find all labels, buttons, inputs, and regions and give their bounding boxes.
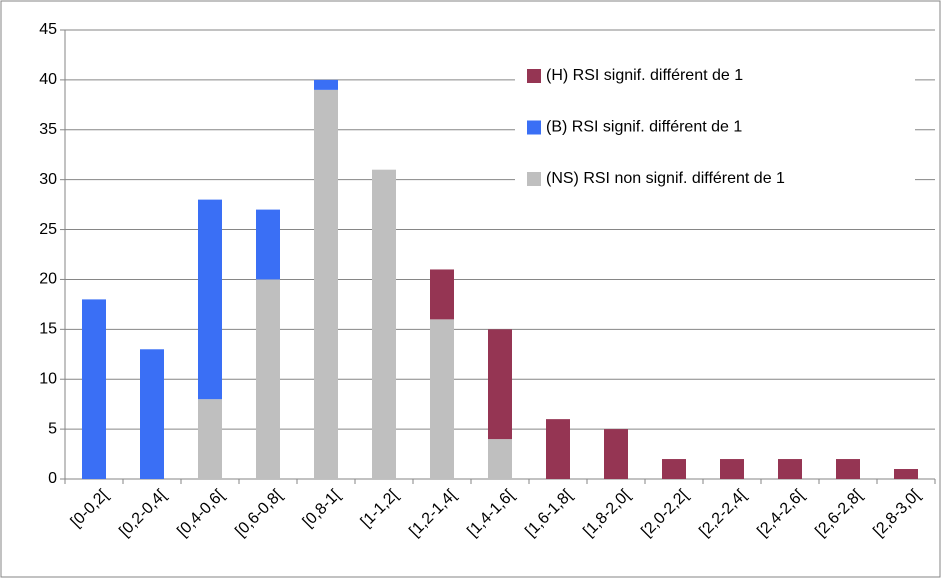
legend-label: (B) RSI signif. différent de 1 xyxy=(546,119,742,136)
legend-label: (H) RSI signif. différent de 1 xyxy=(546,67,743,84)
bar-segment xyxy=(836,459,860,479)
y-tick-label: 20 xyxy=(39,271,57,288)
bar-segment xyxy=(488,329,512,440)
y-tick-label: 0 xyxy=(48,470,57,487)
bar-segment xyxy=(488,439,512,479)
bar-segment xyxy=(430,269,454,320)
bar-segment xyxy=(430,319,454,479)
y-tick-label: 35 xyxy=(39,121,57,138)
y-tick-label: 40 xyxy=(39,71,57,88)
bar-segment xyxy=(546,419,570,479)
bar-segment xyxy=(720,459,744,479)
bar-segment xyxy=(256,209,280,280)
y-tick-label: 5 xyxy=(48,420,57,437)
y-tick-label: 15 xyxy=(39,321,57,338)
legend-swatch xyxy=(527,172,541,186)
y-tick-label: 45 xyxy=(39,21,57,38)
bar-segment xyxy=(894,469,918,479)
bar-segment xyxy=(82,299,106,479)
legend-label: (NS) RSI non signif. différent de 1 xyxy=(546,170,785,187)
bar-segment xyxy=(778,459,802,479)
bar-segment xyxy=(314,79,338,90)
bar-segment xyxy=(140,349,164,479)
y-tick-label: 10 xyxy=(39,370,57,387)
legend-box xyxy=(515,58,915,198)
bar-segment xyxy=(198,399,222,479)
bar-segment xyxy=(662,459,686,479)
y-tick-label: 25 xyxy=(39,221,57,238)
bar-segment xyxy=(314,89,338,479)
legend-swatch xyxy=(527,120,541,135)
bar-segment xyxy=(604,429,628,479)
bar-segment xyxy=(256,279,280,479)
y-tick-label: 30 xyxy=(39,171,57,188)
legend-swatch xyxy=(527,69,541,83)
bar-segment xyxy=(372,169,396,479)
bar-segment xyxy=(198,199,222,400)
